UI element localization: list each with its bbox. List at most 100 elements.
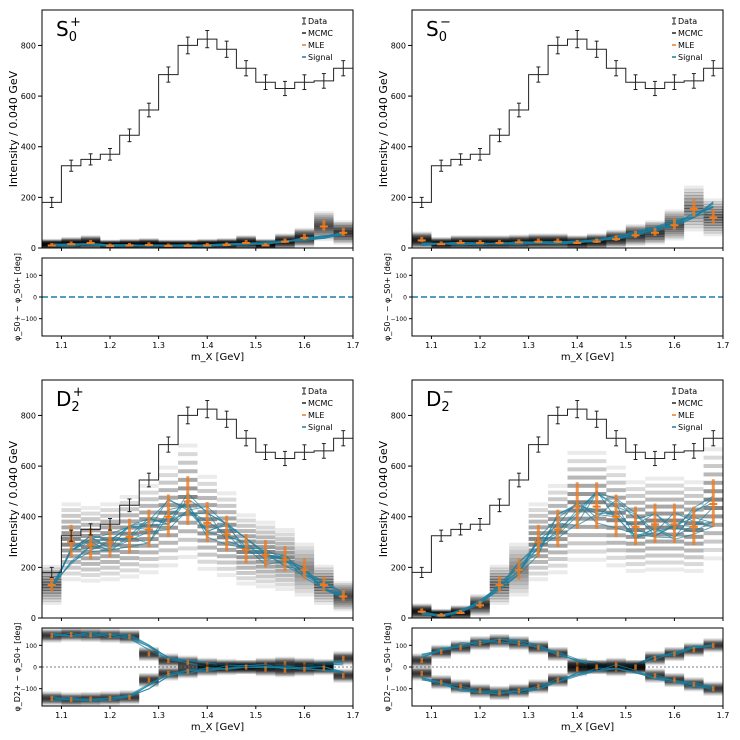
legend-label: MLE [308,41,324,50]
signal-curves [421,201,714,247]
phase-y-tick-label: 0 [33,295,37,302]
data-error-bar [321,443,326,459]
data-error-bar [633,444,638,461]
data-error-bar [516,102,521,118]
x-axis-label: m_X [GeV] [191,352,244,363]
data-error-bar [146,472,151,488]
x-tick-label: 1.5 [619,341,632,350]
chart-panel-S0+: 0 200 400 600 800 Intensity / 0.040 GeV S0+ Dat… [7,9,360,363]
phase-y-axis-label: φ_S0+ − φ_S0+ [deg] [13,253,22,341]
data-error-bar [166,66,171,83]
data-error-bar [478,517,483,531]
legend-label: MLE [678,411,694,420]
y-tick-label: 0 [31,244,36,253]
data-error-bar [321,73,326,89]
signal-curves [51,231,344,248]
phase-y-axis-label: φ_D2+ − φ_S0+ [deg] [13,622,22,711]
x-tick-label: 1.7 [717,341,730,350]
intensity-axes-frame [411,379,724,619]
data-error-bar [224,410,229,428]
phase-y-tick-label: 100 [26,273,38,280]
data-error-bar [536,66,541,83]
legend-label: MLE [308,411,324,420]
x-tick-label: 1.7 [347,341,360,350]
data-error-bar [88,153,93,166]
x-tick-label: 1.2 [104,711,117,720]
legend-label: MCMC [678,29,703,38]
x-tick-label: 1.3 [522,341,535,350]
chart-panel-D2+: 0 200 400 600 800 Intensity / 0.040 GeV D2+ Dat… [7,379,359,733]
intensity-plot-area [42,30,353,248]
data-error-bar [575,400,580,419]
mle-markers [417,479,718,617]
legend-label: MLE [678,41,694,50]
legend-label: Signal [678,423,703,432]
data-error-bar [419,566,424,578]
legend-label: Data [308,387,327,396]
y-axis-label: Intensity / 0.040 GeV [7,70,20,187]
y-tick-label: 600 [391,462,406,471]
x-tick-label: 1.1 [425,711,438,720]
phase-signal-curve [51,663,344,702]
x-tick-label: 1.1 [55,711,68,720]
phase-y-axis-label: φ_S0− − φ_S0+ [deg] [383,253,392,341]
y-axis-label: Intensity / 0.040 GeV [7,440,20,557]
x-axis-label: m_X [GeV] [561,352,614,363]
y-tick-label: 400 [21,513,36,522]
data-histogram [42,408,353,579]
data-error-bar [691,443,696,459]
y-tick-label: 600 [21,92,36,101]
legend: Data MCMC MLE Signal [672,387,703,432]
intensity-axes-frame [411,9,724,249]
data-error-bar [49,566,54,578]
phase-plot-area [42,628,353,706]
y-tick-label: 400 [21,143,36,152]
y-tick-label: 400 [391,143,406,152]
data-error-bar [244,60,249,77]
data-error-bar [69,159,74,172]
panel-title: D2− [426,385,454,415]
data-error-bar [49,196,54,208]
phase-y-tick-label: −100 [21,316,38,323]
x-tick-label: 1.4 [201,341,214,350]
legend-label: Signal [308,53,333,62]
mle-markers [47,220,348,247]
y-tick-label: 200 [21,563,36,572]
data-error-bar [672,444,677,461]
data-error-bar [263,444,268,461]
phase-y-tick-label: 0 [33,665,37,672]
signal-curves [421,490,714,618]
data-error-bar [711,60,716,77]
data-error-bar [205,400,210,419]
phase-signal-curve [421,638,714,667]
y-axis-label: Intensity / 0.040 GeV [377,440,390,557]
data-histogram [42,38,353,209]
data-error-bar [302,74,307,91]
x-tick-label: 1.5 [249,711,262,720]
data-error-bar [458,153,463,166]
x-tick-label: 1.2 [104,341,117,350]
data-error-bar [614,60,619,77]
data-error-bar [127,498,132,513]
y-tick-label: 200 [391,193,406,202]
y-tick-label: 600 [391,92,406,101]
signal-curve [421,503,714,616]
chart-panel-D2-: 0 200 400 600 800 Intensity / 0.040 GeV D2− Dat… [377,379,729,733]
x-tick-label: 1.6 [298,341,311,350]
x-tick-label: 1.5 [249,341,262,350]
data-error-bar [594,40,599,58]
y-tick-label: 200 [21,193,36,202]
legend: Data MCMC MLE Signal [672,17,703,62]
legend-label: Data [308,17,327,26]
data-error-bar [282,450,287,467]
data-error-bar [108,147,113,161]
data-error-bar [633,74,638,91]
data-error-bar [108,517,113,531]
phase-plot-area [412,633,723,701]
intensity-axes-frame [41,379,354,619]
x-tick-label: 1.3 [522,711,535,720]
data-error-bar [341,60,346,77]
x-tick-label: 1.6 [298,711,311,720]
mle-markers [417,198,718,246]
data-error-bar [185,406,190,425]
